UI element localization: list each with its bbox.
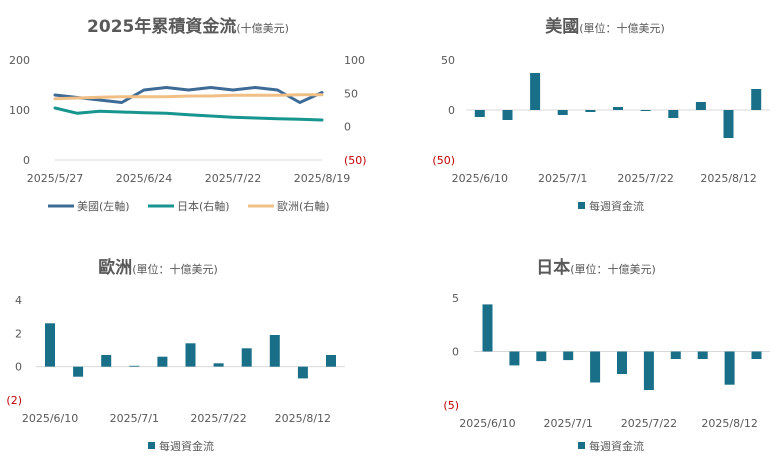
right-y-tick-label: (50) — [344, 154, 367, 167]
bar — [590, 351, 601, 383]
chart-title: 2025年累積資金流(十億美元) — [87, 16, 289, 37]
series-line-0 — [53, 86, 324, 104]
x-tick-label: 2025/7/1 — [110, 412, 159, 425]
chart-title: 日本(單位：十億美元) — [536, 257, 656, 278]
bar — [585, 110, 596, 112]
bar — [502, 110, 513, 120]
bar — [269, 335, 280, 367]
legend-swatch — [578, 442, 585, 449]
bar — [509, 351, 520, 366]
chart-title: 美國(單位：十億美元) — [545, 16, 665, 37]
y-tick-label: (5) — [443, 399, 459, 412]
right-y-tick-label: 100 — [344, 54, 365, 67]
x-tick-label: 2025/8/12 — [701, 417, 757, 430]
bar — [129, 365, 140, 367]
legend-label: 美國(左軸) — [77, 199, 130, 213]
y-tick-label: (2) — [6, 394, 22, 407]
legend-swatch — [148, 442, 155, 449]
bar — [751, 89, 762, 110]
left-y-tick-label: 200 — [9, 54, 30, 67]
legend-label: 每週資金流 — [589, 439, 644, 453]
x-tick-label: 2025/5/27 — [27, 172, 83, 185]
bar — [617, 351, 627, 374]
x-tick-label: 2025/7/22 — [617, 172, 673, 185]
legend-label: 日本(右軸) — [177, 199, 230, 213]
bar — [751, 351, 762, 359]
chart-title-main: 美國 — [545, 16, 579, 37]
x-tick-label: 2025/6/24 — [116, 172, 172, 185]
y-tick-label: 4 — [15, 294, 22, 307]
bar — [101, 355, 112, 367]
bar — [474, 110, 485, 117]
x-tick-label: 2025/7/1 — [538, 172, 587, 185]
left-y-tick-label: 0 — [23, 154, 30, 167]
bar — [563, 351, 574, 361]
legend-label: 每週資金流 — [159, 439, 214, 453]
bar — [482, 304, 493, 352]
x-tick-label: 2025/7/22 — [621, 417, 677, 430]
chart-title: 歐洲(單位：十億美元) — [98, 257, 218, 278]
x-tick-label: 2025/8/19 — [294, 172, 350, 185]
bar — [530, 73, 541, 110]
right-y-tick-label: 0 — [344, 121, 351, 134]
bar — [45, 323, 55, 367]
bar — [723, 110, 734, 138]
y-tick-label: 0 — [448, 104, 455, 117]
x-tick-label: 2025/7/22 — [205, 172, 261, 185]
chart-title-main: 歐洲 — [98, 257, 132, 278]
legend-label: 歐洲(右軸) — [277, 199, 330, 213]
bar — [695, 102, 706, 110]
bar — [213, 363, 224, 367]
bar — [668, 110, 679, 118]
bar — [73, 366, 84, 377]
x-tick-label: 2025/6/10 — [452, 172, 508, 185]
chart-title-unit: (十億美元) — [236, 21, 289, 35]
y-tick-label: 2 — [15, 327, 22, 340]
x-tick-label: 2025/7/1 — [543, 417, 592, 430]
bar — [536, 351, 547, 362]
bar — [326, 355, 336, 367]
legend-swatch — [578, 202, 585, 209]
y-tick-label: (50) — [432, 154, 455, 167]
x-tick-label: 2025/8/12 — [700, 172, 756, 185]
y-tick-label: 0 — [452, 346, 459, 359]
x-tick-label: 2025/6/10 — [22, 412, 78, 425]
bar — [557, 110, 568, 115]
chart-title-unit: (單位：十億美元) — [570, 262, 656, 276]
bar — [297, 366, 308, 379]
bar — [724, 351, 735, 385]
chart-title-main: 日本 — [536, 257, 570, 278]
right-y-tick-label: 50 — [344, 87, 358, 100]
y-tick-label: 0 — [15, 361, 22, 374]
x-tick-label: 2025/8/12 — [275, 412, 331, 425]
bar — [185, 343, 196, 367]
y-tick-label: 50 — [441, 54, 455, 67]
bar — [640, 110, 651, 111]
bar — [697, 351, 708, 359]
bar — [643, 351, 654, 390]
bar — [241, 348, 252, 367]
x-tick-label: 2025/6/10 — [459, 417, 515, 430]
bar — [670, 351, 681, 359]
chart-title-unit: (單位：十億美元) — [132, 262, 218, 276]
left-y-tick-label: 100 — [9, 104, 30, 117]
chart-title-main: 2025年累積資金流 — [87, 16, 236, 37]
bar — [157, 356, 168, 367]
legend-label: 每週資金流 — [589, 199, 644, 213]
bar — [613, 107, 623, 110]
series-line-2 — [53, 93, 324, 101]
chart-title-unit: (單位：十億美元) — [579, 21, 665, 35]
series-line-1 — [53, 106, 324, 122]
y-tick-label: 5 — [452, 292, 459, 305]
x-tick-label: 2025/7/22 — [190, 412, 246, 425]
